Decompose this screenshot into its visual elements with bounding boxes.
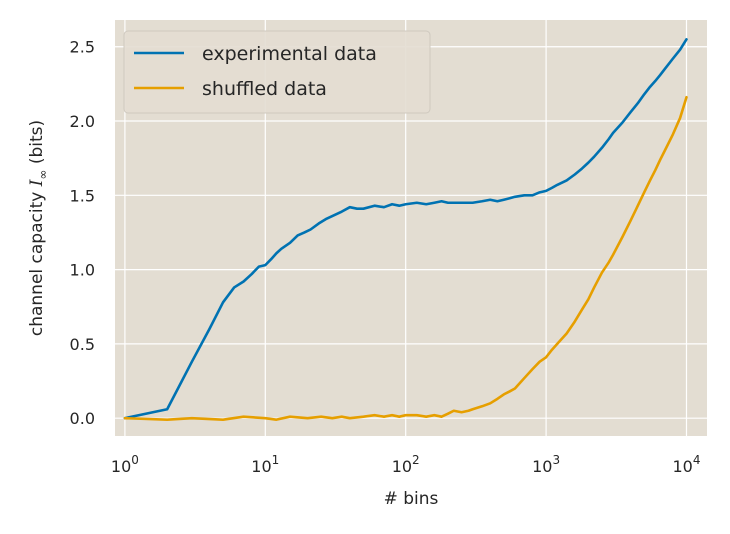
y-axis-label-subscript: ∞ <box>36 170 50 180</box>
x-tick-base: 10 <box>672 457 692 476</box>
x-tick-exponent: 4 <box>693 453 701 467</box>
y-axis-label: channel capacity I∞ (bits) <box>27 120 50 336</box>
series-line-1 <box>123 95 688 421</box>
y-axis-label-units: (bits) <box>27 120 47 164</box>
x-tick-exponent: 1 <box>272 453 280 467</box>
x-tick-base: 10 <box>392 457 412 476</box>
x-tick-label: 100 <box>111 453 139 476</box>
y-tick-label: 0.0 <box>70 409 95 428</box>
y-tick-label: 2.5 <box>70 38 95 57</box>
series-layer <box>123 38 688 421</box>
y-tick-label: 0.5 <box>70 335 95 354</box>
legend-box <box>123 30 431 114</box>
y-axis-label-text: channel capacity <box>27 192 47 336</box>
legend-label-shuffled: shuffled data <box>202 78 327 100</box>
y-tick-label: 2.0 <box>70 112 95 131</box>
x-tick-exponent: 2 <box>412 453 420 467</box>
x-tick-label: 102 <box>392 453 420 476</box>
x-tick-label: 104 <box>672 453 700 476</box>
x-tick-exponent: 3 <box>552 453 560 467</box>
legend-label-experimental: experimental data <box>202 43 377 65</box>
x-axis-label: # bins <box>384 489 439 509</box>
x-axis-ticks: 100 101 102 103 104 <box>111 453 701 476</box>
y-axis-label-symbol: I <box>27 179 47 187</box>
x-tick-base: 10 <box>532 457 552 476</box>
x-tick-base: 10 <box>251 457 271 476</box>
x-tick-label: 103 <box>532 453 560 476</box>
x-tick-base: 10 <box>111 457 131 476</box>
series-line-0 <box>123 38 688 420</box>
y-axis-ticks: 0.0 0.5 1.0 1.5 2.0 2.5 <box>70 38 95 428</box>
y-tick-label: 1.5 <box>70 186 95 205</box>
x-tick-label: 101 <box>251 453 279 476</box>
legend: experimental data shuffled data <box>123 30 431 114</box>
x-tick-exponent: 0 <box>131 453 139 467</box>
y-tick-label: 1.0 <box>70 261 95 280</box>
